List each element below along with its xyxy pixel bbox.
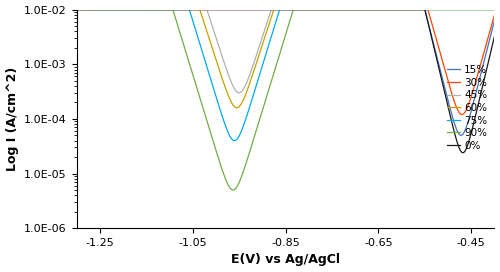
90% [74, 8, 80, 11]
30% [324, 8, 330, 11]
Line: 0%: 0% [76, 10, 494, 153]
75% [74, 8, 80, 11]
15% [458, 134, 464, 137]
0% [460, 151, 466, 154]
Line: 30%: 30% [76, 10, 494, 115]
45% [74, 8, 80, 11]
Line: 75%: 75% [76, 10, 494, 141]
0% [74, 8, 80, 11]
60% [417, 8, 423, 11]
Line: 15%: 15% [76, 10, 494, 135]
30% [386, 8, 392, 11]
60% [324, 8, 330, 11]
0% [233, 8, 239, 11]
30% [74, 8, 80, 11]
30% [150, 8, 156, 11]
30% [233, 8, 239, 11]
60% [346, 8, 352, 11]
75% [417, 8, 423, 11]
15% [150, 8, 156, 11]
60% [150, 8, 156, 11]
75% [492, 8, 498, 11]
45% [386, 8, 392, 11]
15% [492, 19, 498, 22]
15% [346, 8, 352, 11]
0% [150, 8, 156, 11]
15% [386, 8, 392, 11]
75% [324, 8, 330, 11]
90% [386, 8, 392, 11]
X-axis label: E(V) vs Ag/AgCl: E(V) vs Ag/AgCl [231, 254, 340, 267]
90% [324, 8, 330, 11]
0% [386, 8, 392, 11]
75% [234, 138, 239, 141]
45% [150, 8, 156, 11]
75% [150, 8, 156, 11]
Y-axis label: Log I (A/cm^2): Log I (A/cm^2) [6, 67, 18, 171]
Line: 90%: 90% [76, 10, 494, 190]
60% [233, 106, 239, 109]
0% [324, 8, 330, 11]
Legend: 15%, 30%, 45%, 60%, 75%, 90%, 0%: 15%, 30%, 45%, 60%, 75%, 90%, 0% [446, 63, 489, 153]
0% [346, 8, 352, 11]
75% [346, 8, 352, 11]
60% [492, 8, 498, 11]
15% [417, 8, 423, 11]
30% [417, 8, 423, 11]
30% [492, 13, 498, 17]
45% [233, 89, 239, 93]
75% [386, 8, 392, 11]
30% [346, 8, 352, 11]
75% [232, 139, 237, 142]
60% [234, 106, 239, 109]
0% [417, 8, 423, 11]
45% [236, 91, 242, 94]
15% [233, 8, 239, 11]
90% [150, 8, 156, 11]
15% [324, 8, 330, 11]
45% [492, 8, 498, 11]
30% [459, 113, 465, 116]
90% [346, 8, 352, 11]
45% [346, 8, 352, 11]
0% [492, 35, 498, 38]
15% [74, 8, 80, 11]
60% [386, 8, 392, 11]
90% [234, 186, 239, 189]
90% [417, 8, 423, 11]
45% [324, 8, 330, 11]
Line: 45%: 45% [76, 10, 494, 93]
90% [230, 188, 236, 191]
45% [417, 8, 423, 11]
Line: 60%: 60% [76, 10, 494, 108]
90% [492, 8, 498, 11]
60% [74, 8, 80, 11]
